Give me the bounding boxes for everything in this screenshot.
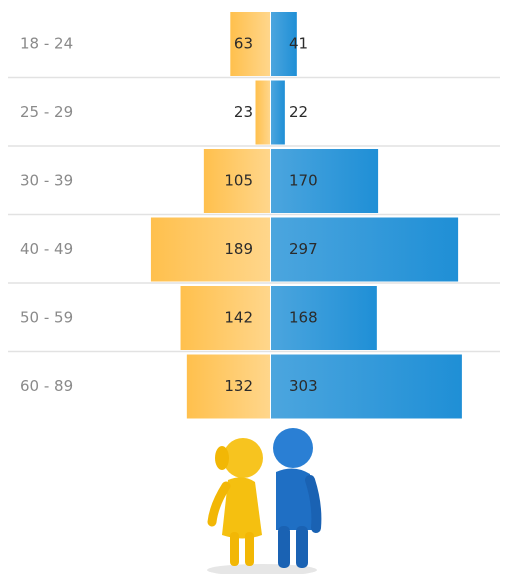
- people-illustration: [207, 428, 317, 574]
- value-label: 41: [289, 35, 308, 53]
- bar-right: [271, 149, 378, 213]
- bar-right: [271, 81, 285, 145]
- bar-right: [271, 286, 377, 350]
- bar-left: [256, 81, 270, 145]
- value-label: 23: [234, 103, 253, 121]
- value-label: 132: [224, 377, 253, 395]
- chart: 18 - 24 63 41 25 - 29 23 22 30 - 39 105 170 40 - …: [0, 0, 517, 574]
- value-label: 142: [224, 309, 253, 327]
- value-label: 303: [289, 377, 318, 395]
- category-label: 25 - 29: [20, 103, 73, 121]
- value-label: 168: [289, 309, 318, 327]
- category-label: 60 - 89: [20, 377, 73, 395]
- value-label: 105: [224, 172, 253, 190]
- category-label: 30 - 39: [20, 172, 73, 190]
- value-label: 22: [289, 103, 308, 121]
- category-label: 40 - 49: [20, 240, 73, 258]
- value-label: 170: [289, 172, 318, 190]
- value-label: 189: [224, 240, 253, 258]
- category-label: 18 - 24: [20, 35, 73, 53]
- category-label: 50 - 59: [20, 309, 73, 327]
- value-label: 297: [289, 240, 318, 258]
- value-label: 63: [234, 35, 253, 53]
